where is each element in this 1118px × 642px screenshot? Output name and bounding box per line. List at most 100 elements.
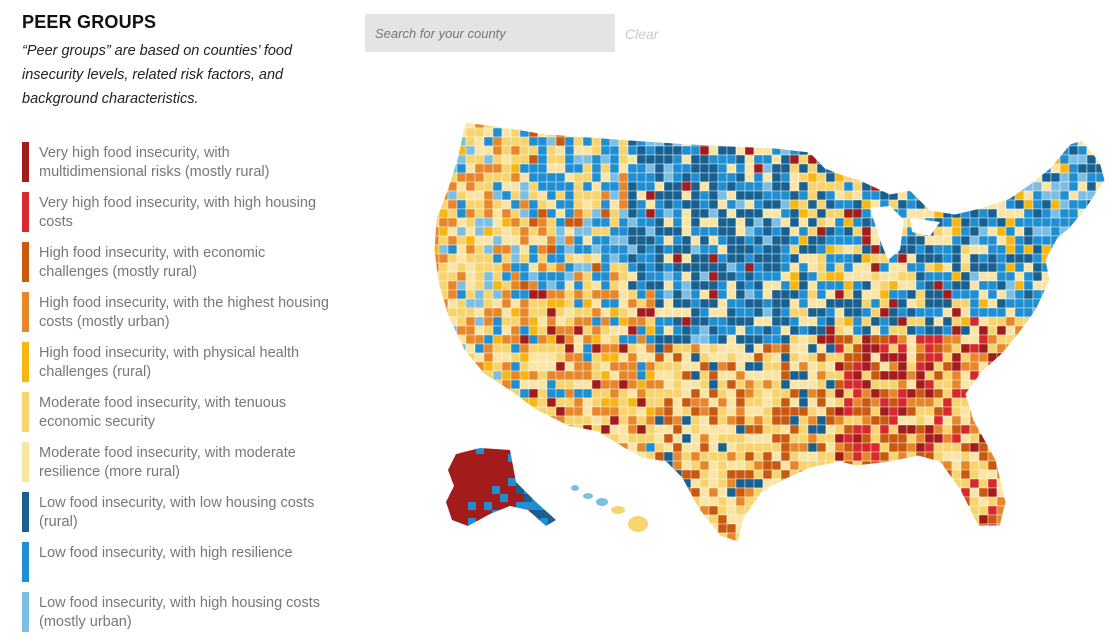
county-cell — [951, 406, 962, 417]
county-cell — [825, 514, 836, 525]
county-cell — [951, 352, 962, 363]
county-cell — [789, 415, 800, 426]
county-cell — [528, 379, 539, 390]
county-cell — [618, 352, 629, 363]
county-cell — [987, 496, 998, 507]
county-cell — [1104, 226, 1105, 237]
county-cell — [1014, 424, 1025, 435]
county-cell — [492, 388, 503, 399]
county-cell — [996, 388, 1007, 399]
county-cell — [582, 172, 593, 183]
county-cell — [1077, 217, 1088, 228]
county-cell — [465, 298, 476, 309]
county-cell — [762, 523, 773, 534]
county-cell — [483, 289, 494, 300]
county-cell — [636, 235, 647, 246]
county-cell — [1086, 523, 1097, 534]
county-cell — [483, 433, 494, 444]
county-cell — [501, 163, 512, 174]
county-cell — [825, 244, 836, 255]
county-cell — [690, 280, 701, 291]
county-cell — [798, 361, 809, 372]
county-cell — [555, 298, 566, 309]
county-cell — [781, 110, 790, 119]
county-search-input[interactable] — [365, 14, 615, 52]
county-cell — [699, 487, 710, 498]
county-cell — [484, 510, 492, 518]
county-cell — [510, 352, 521, 363]
county-cell — [645, 415, 656, 426]
county-cell — [744, 478, 755, 489]
county-choropleth-map[interactable] — [370, 110, 1115, 550]
county-cell — [573, 226, 584, 237]
county-cell — [735, 505, 746, 516]
county-cell — [879, 532, 890, 542]
county-cell — [807, 280, 818, 291]
county-cell — [843, 244, 854, 255]
county-cell — [708, 154, 719, 165]
county-cell — [672, 424, 683, 435]
county-cell — [600, 514, 611, 525]
county-cell — [532, 526, 540, 534]
county-cell — [807, 172, 818, 183]
county-cell — [897, 424, 908, 435]
county-cell — [798, 370, 809, 381]
county-cell — [474, 352, 485, 363]
county-cell — [915, 469, 926, 480]
county-cell — [528, 280, 539, 291]
county-cell — [483, 316, 494, 327]
county-cell — [537, 127, 548, 138]
county-cell — [762, 361, 773, 372]
county-cell — [537, 136, 548, 147]
county-cell — [960, 271, 971, 282]
county-cell — [708, 424, 719, 435]
county-cell — [519, 271, 530, 282]
county-cell — [987, 415, 998, 426]
county-cell — [942, 235, 953, 246]
county-cell — [591, 199, 602, 210]
county-cell — [537, 172, 548, 183]
county-cell — [1086, 424, 1097, 435]
county-cell — [835, 110, 844, 119]
county-cell — [708, 244, 719, 255]
county-cell — [434, 226, 440, 237]
county-cell — [816, 325, 827, 336]
county-cell — [645, 217, 656, 228]
county-cell — [600, 262, 611, 273]
county-cell — [924, 122, 935, 129]
county-cell — [663, 505, 674, 516]
county-cell — [1050, 460, 1061, 471]
county-cell — [591, 541, 602, 542]
county-cell — [735, 307, 746, 318]
county-cell — [933, 136, 944, 147]
county-cell — [699, 334, 710, 345]
county-cell — [1059, 271, 1070, 282]
county-cell — [1005, 532, 1016, 542]
county-cell — [483, 122, 494, 129]
county-cell — [1005, 433, 1016, 444]
county-cell — [583, 110, 592, 119]
county-cell — [618, 514, 629, 525]
county-cell — [434, 415, 440, 426]
county-cell — [735, 388, 746, 399]
county-cell — [807, 235, 818, 246]
county-cell — [897, 469, 908, 480]
county-cell — [924, 487, 935, 498]
county-cell — [537, 298, 548, 309]
county-cell — [627, 343, 638, 354]
county-cell — [798, 181, 809, 192]
county-cell — [1068, 487, 1079, 498]
county-cell — [663, 163, 674, 174]
county-cell — [897, 127, 908, 138]
county-cell — [434, 379, 440, 390]
county-cell — [609, 271, 620, 282]
county-cell — [555, 190, 566, 201]
county-cell — [1095, 370, 1105, 381]
clear-button[interactable]: Clear — [625, 26, 659, 42]
county-cell — [1050, 451, 1061, 462]
county-cell — [852, 343, 863, 354]
county-cell — [645, 154, 656, 165]
county-cell — [492, 253, 503, 264]
county-cell — [726, 541, 737, 542]
county-cell — [843, 271, 854, 282]
